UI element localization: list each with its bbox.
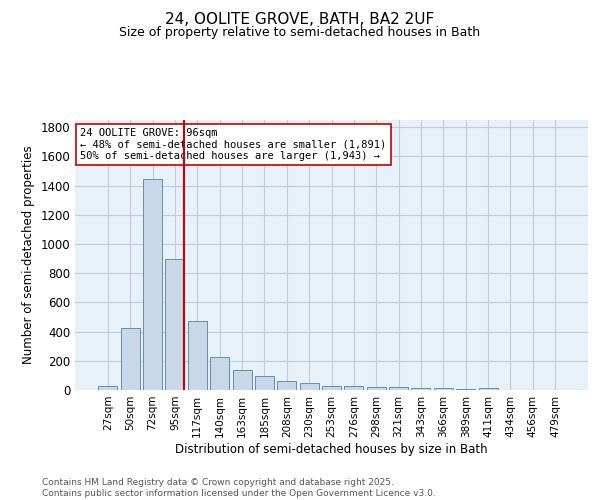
Bar [456, 388, 475, 390]
Bar [143, 179, 162, 390]
Bar [412, 388, 430, 390]
Bar [210, 357, 229, 390]
Text: Size of property relative to semi-detached houses in Bath: Size of property relative to semi-detach… [119, 26, 481, 39]
Bar [188, 322, 207, 390]
Bar [121, 328, 140, 390]
Text: Contains HM Land Registry data © Crown copyright and database right 2025.
Contai: Contains HM Land Registry data © Crown c… [42, 478, 436, 498]
Bar [322, 386, 341, 390]
Bar [166, 258, 184, 390]
X-axis label: Distribution of semi-detached houses by size in Bath: Distribution of semi-detached houses by … [175, 442, 488, 456]
Text: 24 OOLITE GROVE: 96sqm
← 48% of semi-detached houses are smaller (1,891)
50% of : 24 OOLITE GROVE: 96sqm ← 48% of semi-det… [80, 128, 386, 162]
Bar [389, 387, 408, 390]
Text: 24, OOLITE GROVE, BATH, BA2 2UF: 24, OOLITE GROVE, BATH, BA2 2UF [166, 12, 434, 28]
Bar [299, 384, 319, 390]
Bar [255, 376, 274, 390]
Bar [479, 388, 497, 390]
Bar [98, 386, 118, 390]
Bar [434, 388, 453, 390]
Bar [277, 381, 296, 390]
Bar [367, 387, 386, 390]
Bar [344, 386, 364, 390]
Bar [233, 370, 251, 390]
Y-axis label: Number of semi-detached properties: Number of semi-detached properties [22, 146, 35, 364]
